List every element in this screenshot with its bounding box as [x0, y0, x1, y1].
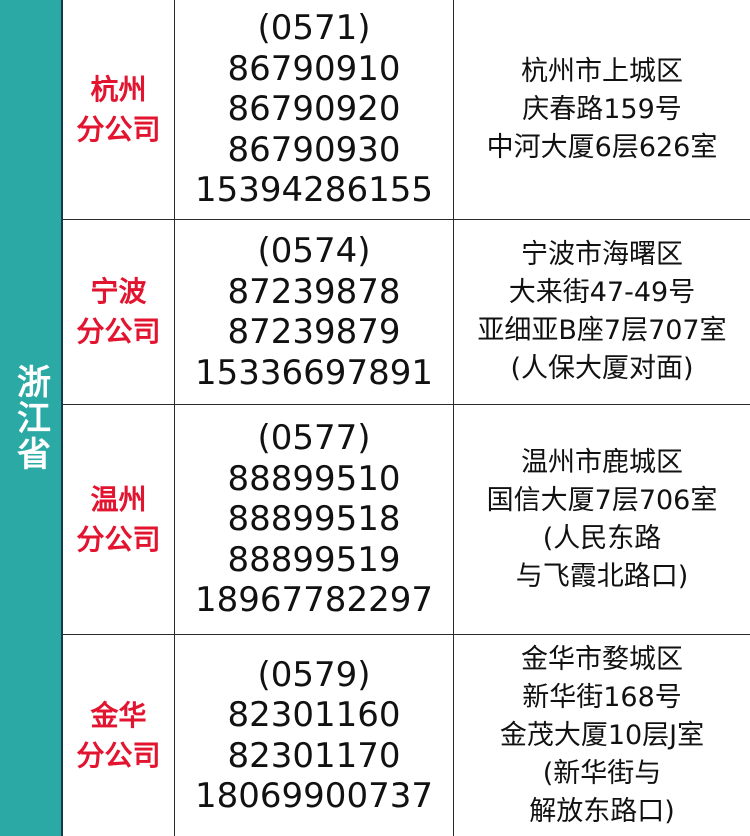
address-line: 解放东路口): [529, 795, 675, 827]
address-line: (人保大厦对面): [510, 353, 694, 384]
phone-number: 88899518: [227, 499, 401, 540]
address-line: 金华市婺城区: [521, 643, 683, 675]
branch-city: 宁波: [90, 275, 147, 308]
branch-suffix: 分公司: [76, 112, 161, 146]
branch-name-cell: 宁波 分公司: [63, 220, 175, 405]
phone-number: 88899519: [227, 539, 401, 580]
branch-name-cell: 金华 分公司: [63, 635, 175, 836]
address-cell: 金华市婺城区 新华街168号 金茂大厦10层J室 (新华街与 解放东路口): [454, 635, 750, 836]
province-label: 浙江省: [10, 364, 51, 472]
table-grid: 杭州 分公司 (0571) 86790910 86790920 86790930…: [63, 0, 750, 836]
branch-suffix: 分公司: [76, 315, 161, 348]
phone-number: 88899510: [227, 458, 401, 499]
branch-city: 温州: [90, 482, 147, 516]
province-column: 浙江省: [0, 0, 63, 836]
phone-number: 82301160: [227, 695, 401, 735]
address-line: (人民东路: [542, 522, 662, 554]
mobile-number: 18967782297: [195, 580, 433, 621]
address-line: 宁波市海曙区: [521, 239, 683, 270]
address-cell: 宁波市海曙区 大来街47-49号 亚细亚B座7层707室 (人保大厦对面): [454, 220, 750, 405]
address-line: 与飞霞北路口): [515, 560, 689, 592]
address-line: 金茂大厦10层J室: [499, 719, 705, 751]
address-line: 国信大厦7层706室: [486, 484, 718, 516]
branch-name-cell: 温州 分公司: [63, 405, 175, 635]
address-cell: 杭州市上城区 庆春路159号 中河大厦6层626室: [454, 0, 750, 220]
address-line: 亚细亚B座7层707室: [477, 315, 727, 346]
phone-number: 82301170: [227, 735, 401, 776]
address-line: 温州市鹿城区: [521, 446, 683, 478]
address-cell: 温州市鹿城区 国信大厦7层706室 (人民东路 与飞霞北路口): [454, 405, 750, 635]
phone-cell: (0571) 86790910 86790920 86790930 153942…: [175, 0, 454, 220]
area-code: (0571): [257, 8, 371, 49]
phone-number: 86790930: [227, 129, 401, 170]
branch-suffix: 分公司: [76, 738, 161, 772]
address-line: 大来街47-49号: [508, 277, 696, 308]
branch-city: 杭州: [90, 72, 147, 106]
address-line: 中河大厦6层626室: [486, 131, 718, 163]
address-line: 庆春路159号: [522, 93, 682, 125]
mobile-number: 15394286155: [195, 170, 433, 211]
address-line: (新华街与: [542, 757, 662, 789]
phone-cell: (0574) 87239878 87239879 15336697891: [175, 220, 454, 405]
phone-cell: (0579) 82301160 82301170 18069900737: [175, 635, 454, 836]
branch-suffix: 分公司: [76, 522, 161, 556]
area-code: (0577): [257, 418, 371, 459]
branch-name-cell: 杭州 分公司: [63, 0, 175, 220]
phone-number: 86790920: [227, 89, 401, 130]
phone-number: 87239878: [227, 271, 401, 312]
area-code: (0574): [257, 231, 371, 271]
area-code: (0579): [257, 654, 371, 695]
phone-number: 86790910: [227, 48, 401, 89]
phone-cell: (0577) 88899510 88899518 88899519 189677…: [175, 405, 454, 635]
phone-number: 87239879: [227, 312, 401, 352]
mobile-number: 15336697891: [195, 352, 433, 393]
address-line: 杭州市上城区: [521, 55, 683, 87]
address-line: 新华街168号: [522, 681, 682, 713]
branch-city: 金华: [90, 698, 147, 732]
mobile-number: 18069900737: [195, 776, 433, 816]
